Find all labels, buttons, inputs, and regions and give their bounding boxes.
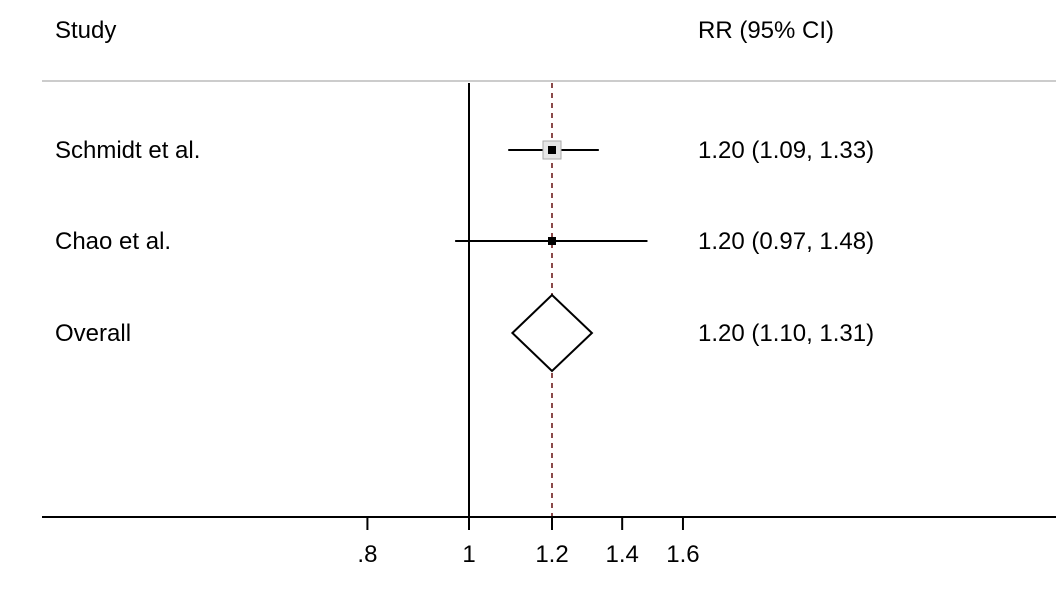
point-estimate-marker — [548, 237, 556, 245]
study-rows: Schmidt et al. 1.20 (1.09, 1.33) Chao et a… — [55, 137, 874, 373]
estimate-text: 1.20 (0.97, 1.48) — [698, 228, 874, 255]
estimate-text: 1.20 (1.10, 1.31) — [698, 320, 874, 347]
x-tick-label: 1 — [462, 541, 475, 568]
header-estimate: RR (95% CI) — [698, 17, 834, 44]
study-label: Schmidt et al. — [55, 137, 200, 164]
x-tick-label: 1.6 — [666, 541, 699, 568]
x-tick-label: .8 — [357, 541, 377, 568]
header-study: Study — [55, 17, 116, 44]
point-estimate-marker — [548, 146, 556, 154]
estimate-text: 1.20 (1.09, 1.33) — [698, 137, 874, 164]
study-label: Chao et al. — [55, 228, 171, 255]
pooled-diamond — [510, 293, 594, 373]
x-tick-label: 1.2 — [535, 541, 568, 568]
x-tick-label: 1.4 — [605, 541, 638, 568]
x-axis-ticks: .8 1 1.2 1.4 1.6 — [357, 517, 700, 568]
study-label: Overall — [55, 320, 131, 347]
